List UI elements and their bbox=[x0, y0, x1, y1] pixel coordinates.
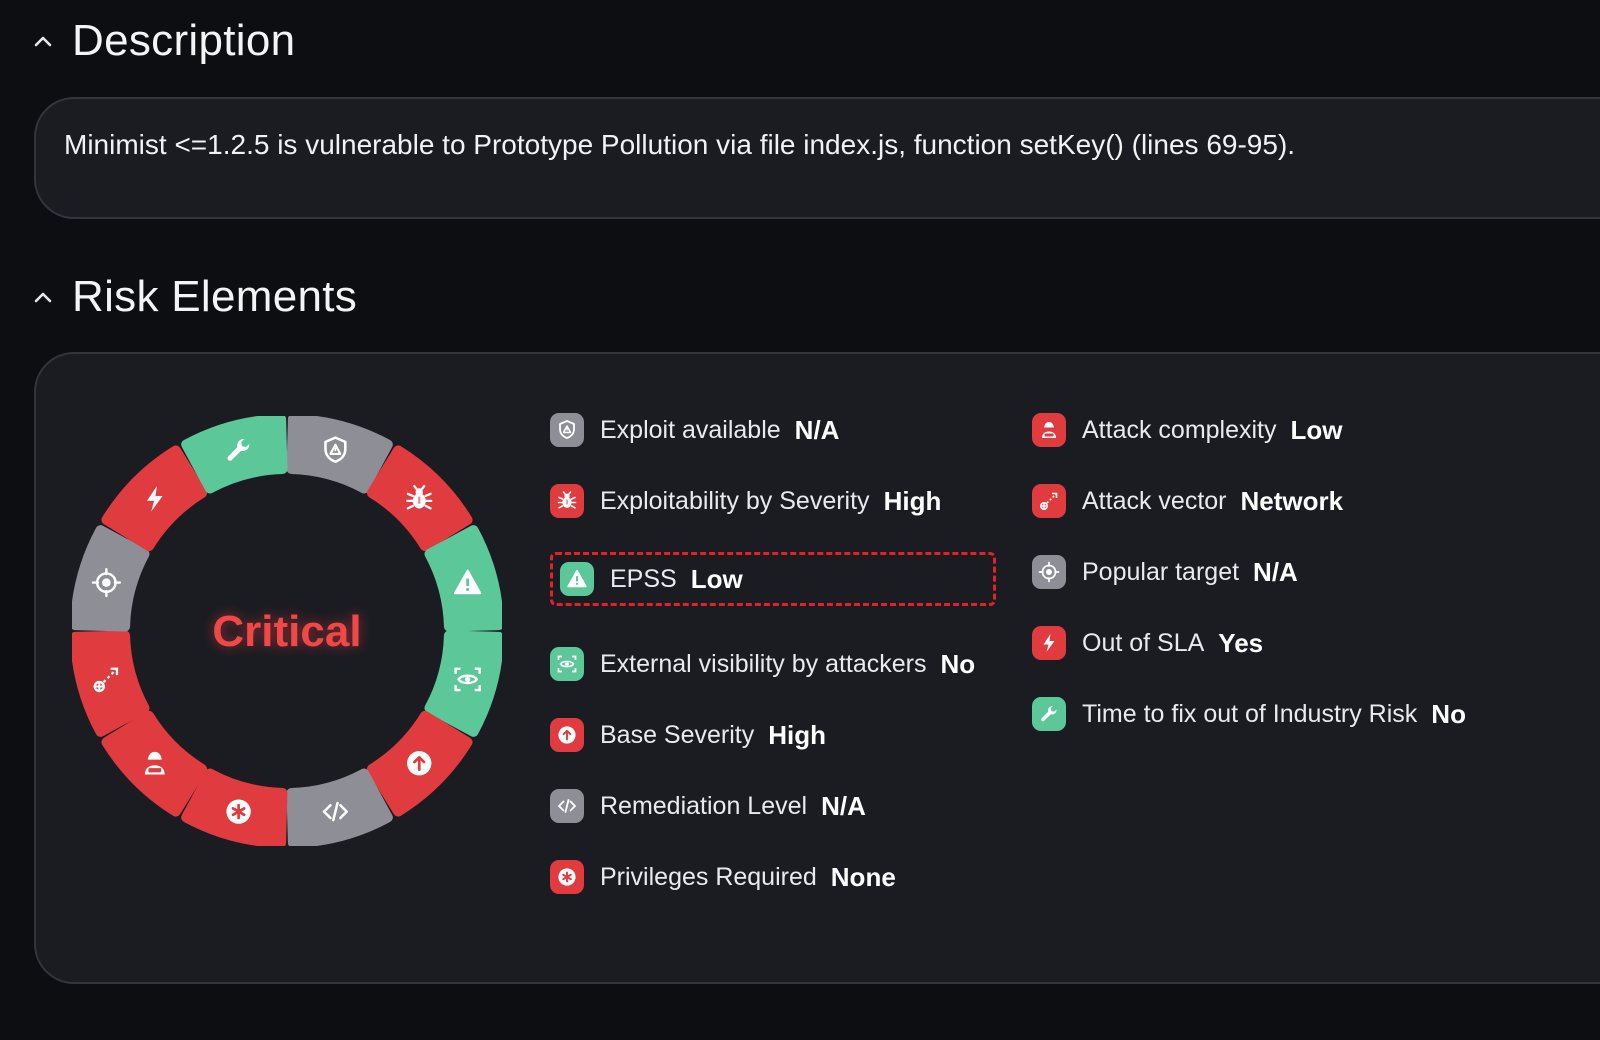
risk-item: Base Severity High bbox=[550, 715, 826, 755]
risk-item-value: Yes bbox=[1218, 627, 1264, 658]
risk-item: External visibility by attackers No bbox=[550, 644, 975, 684]
description-card: Minimist <=1.2.5 is vulnerable to Protot… bbox=[34, 97, 1600, 219]
description-title: Description bbox=[72, 16, 296, 65]
wrench-icon bbox=[227, 439, 250, 461]
code-icon bbox=[322, 801, 349, 822]
risk-item-value: N/A bbox=[1253, 556, 1298, 587]
crosshair-icon bbox=[1032, 555, 1066, 589]
asterisk-icon bbox=[550, 860, 584, 894]
risk-item-label: Attack complexity bbox=[1082, 415, 1277, 444]
risk-elements-card: Critical Critical Exploit available N/A Ex… bbox=[34, 352, 1600, 984]
shield-alert-icon bbox=[550, 413, 584, 447]
wheel-segment bbox=[101, 710, 208, 817]
eye-scan-icon bbox=[550, 647, 584, 681]
risk-wheel: Critical Critical bbox=[72, 416, 502, 846]
risk-elements-title: Risk Elements bbox=[72, 272, 358, 321]
severity-glow: Critical bbox=[212, 607, 361, 656]
wheel-segment bbox=[286, 768, 393, 846]
risk-item-label: Out of SLA bbox=[1082, 628, 1205, 657]
risk-item-label: Remediation Level bbox=[600, 791, 808, 820]
hacker-icon bbox=[144, 751, 165, 775]
asterisk-icon bbox=[226, 799, 251, 824]
risk-item-label: Exploit available bbox=[600, 415, 781, 444]
risk-item-value: Low bbox=[690, 563, 743, 594]
risk-item-value: Network bbox=[1240, 485, 1344, 516]
warning-triangle-icon bbox=[560, 562, 594, 596]
risk-item-value: No bbox=[1431, 698, 1466, 729]
bug-icon bbox=[406, 484, 433, 510]
risk-item: Privileges Required None bbox=[550, 857, 896, 897]
risk-item-label: Privileges Required bbox=[600, 862, 817, 891]
risk-item-label: EPSS bbox=[610, 564, 677, 593]
risk-item-label: Time to fix out of Industry Risk bbox=[1082, 699, 1418, 728]
risk-item-value: N/A bbox=[794, 414, 840, 445]
chevron-up-icon[interactable] bbox=[32, 286, 54, 308]
attack-vector-icon bbox=[1032, 484, 1066, 518]
risk-item: EPSS Low bbox=[560, 559, 743, 599]
arrow-up-circle-icon bbox=[550, 718, 584, 752]
risk-item: Attack vector Network bbox=[1032, 481, 1343, 521]
hacker-icon bbox=[1032, 413, 1066, 447]
arrow-up-circle-icon bbox=[407, 751, 432, 776]
wheel-segment bbox=[72, 630, 150, 737]
risk-item-label: Attack vector bbox=[1082, 486, 1227, 515]
risk-item: Exploit available N/A bbox=[550, 410, 839, 450]
risk-item-label: Exploitability by Severity bbox=[600, 486, 870, 515]
risk-elements-header[interactable]: Risk Elements bbox=[32, 272, 357, 322]
risk-item: Attack complexity Low bbox=[1032, 410, 1343, 450]
description-text: Minimist <=1.2.5 is vulnerable to Protot… bbox=[64, 129, 1296, 160]
risk-item-value: Low bbox=[1290, 414, 1343, 445]
risk-item-label: Popular target bbox=[1082, 557, 1240, 586]
lightning-icon bbox=[1032, 626, 1066, 660]
bug-icon bbox=[550, 484, 584, 518]
description-header[interactable]: Description bbox=[32, 16, 295, 66]
severity-label: Critical bbox=[212, 607, 361, 656]
wheel-segment bbox=[72, 525, 150, 632]
epss-highlight-box bbox=[550, 552, 996, 606]
lightning-icon bbox=[146, 486, 163, 512]
eye-scan-icon bbox=[454, 667, 481, 692]
risk-item-value: No bbox=[940, 648, 976, 679]
risk-item-value: N/A bbox=[821, 790, 866, 821]
shield-alert-icon bbox=[324, 436, 347, 463]
risk-item-value: High bbox=[768, 719, 827, 750]
crosshair-icon bbox=[91, 567, 122, 598]
risk-item: Popular target N/A bbox=[1032, 552, 1298, 592]
warning-triangle-icon bbox=[453, 569, 482, 595]
chevron-up-icon[interactable] bbox=[32, 30, 54, 52]
risk-item: Exploitability by Severity High bbox=[550, 481, 941, 521]
risk-item-label: External visibility by attackers bbox=[600, 649, 927, 678]
risk-item: Out of SLA Yes bbox=[1032, 623, 1263, 663]
risk-item-value: None bbox=[830, 861, 896, 892]
wrench-icon bbox=[1032, 697, 1066, 731]
code-icon bbox=[550, 789, 584, 823]
risk-item: Remediation Level N/A bbox=[550, 786, 866, 826]
risk-item: Time to fix out of Industry Risk No bbox=[1032, 694, 1466, 734]
risk-item-value: High bbox=[883, 485, 942, 516]
risk-item-label: Base Severity bbox=[600, 720, 755, 749]
